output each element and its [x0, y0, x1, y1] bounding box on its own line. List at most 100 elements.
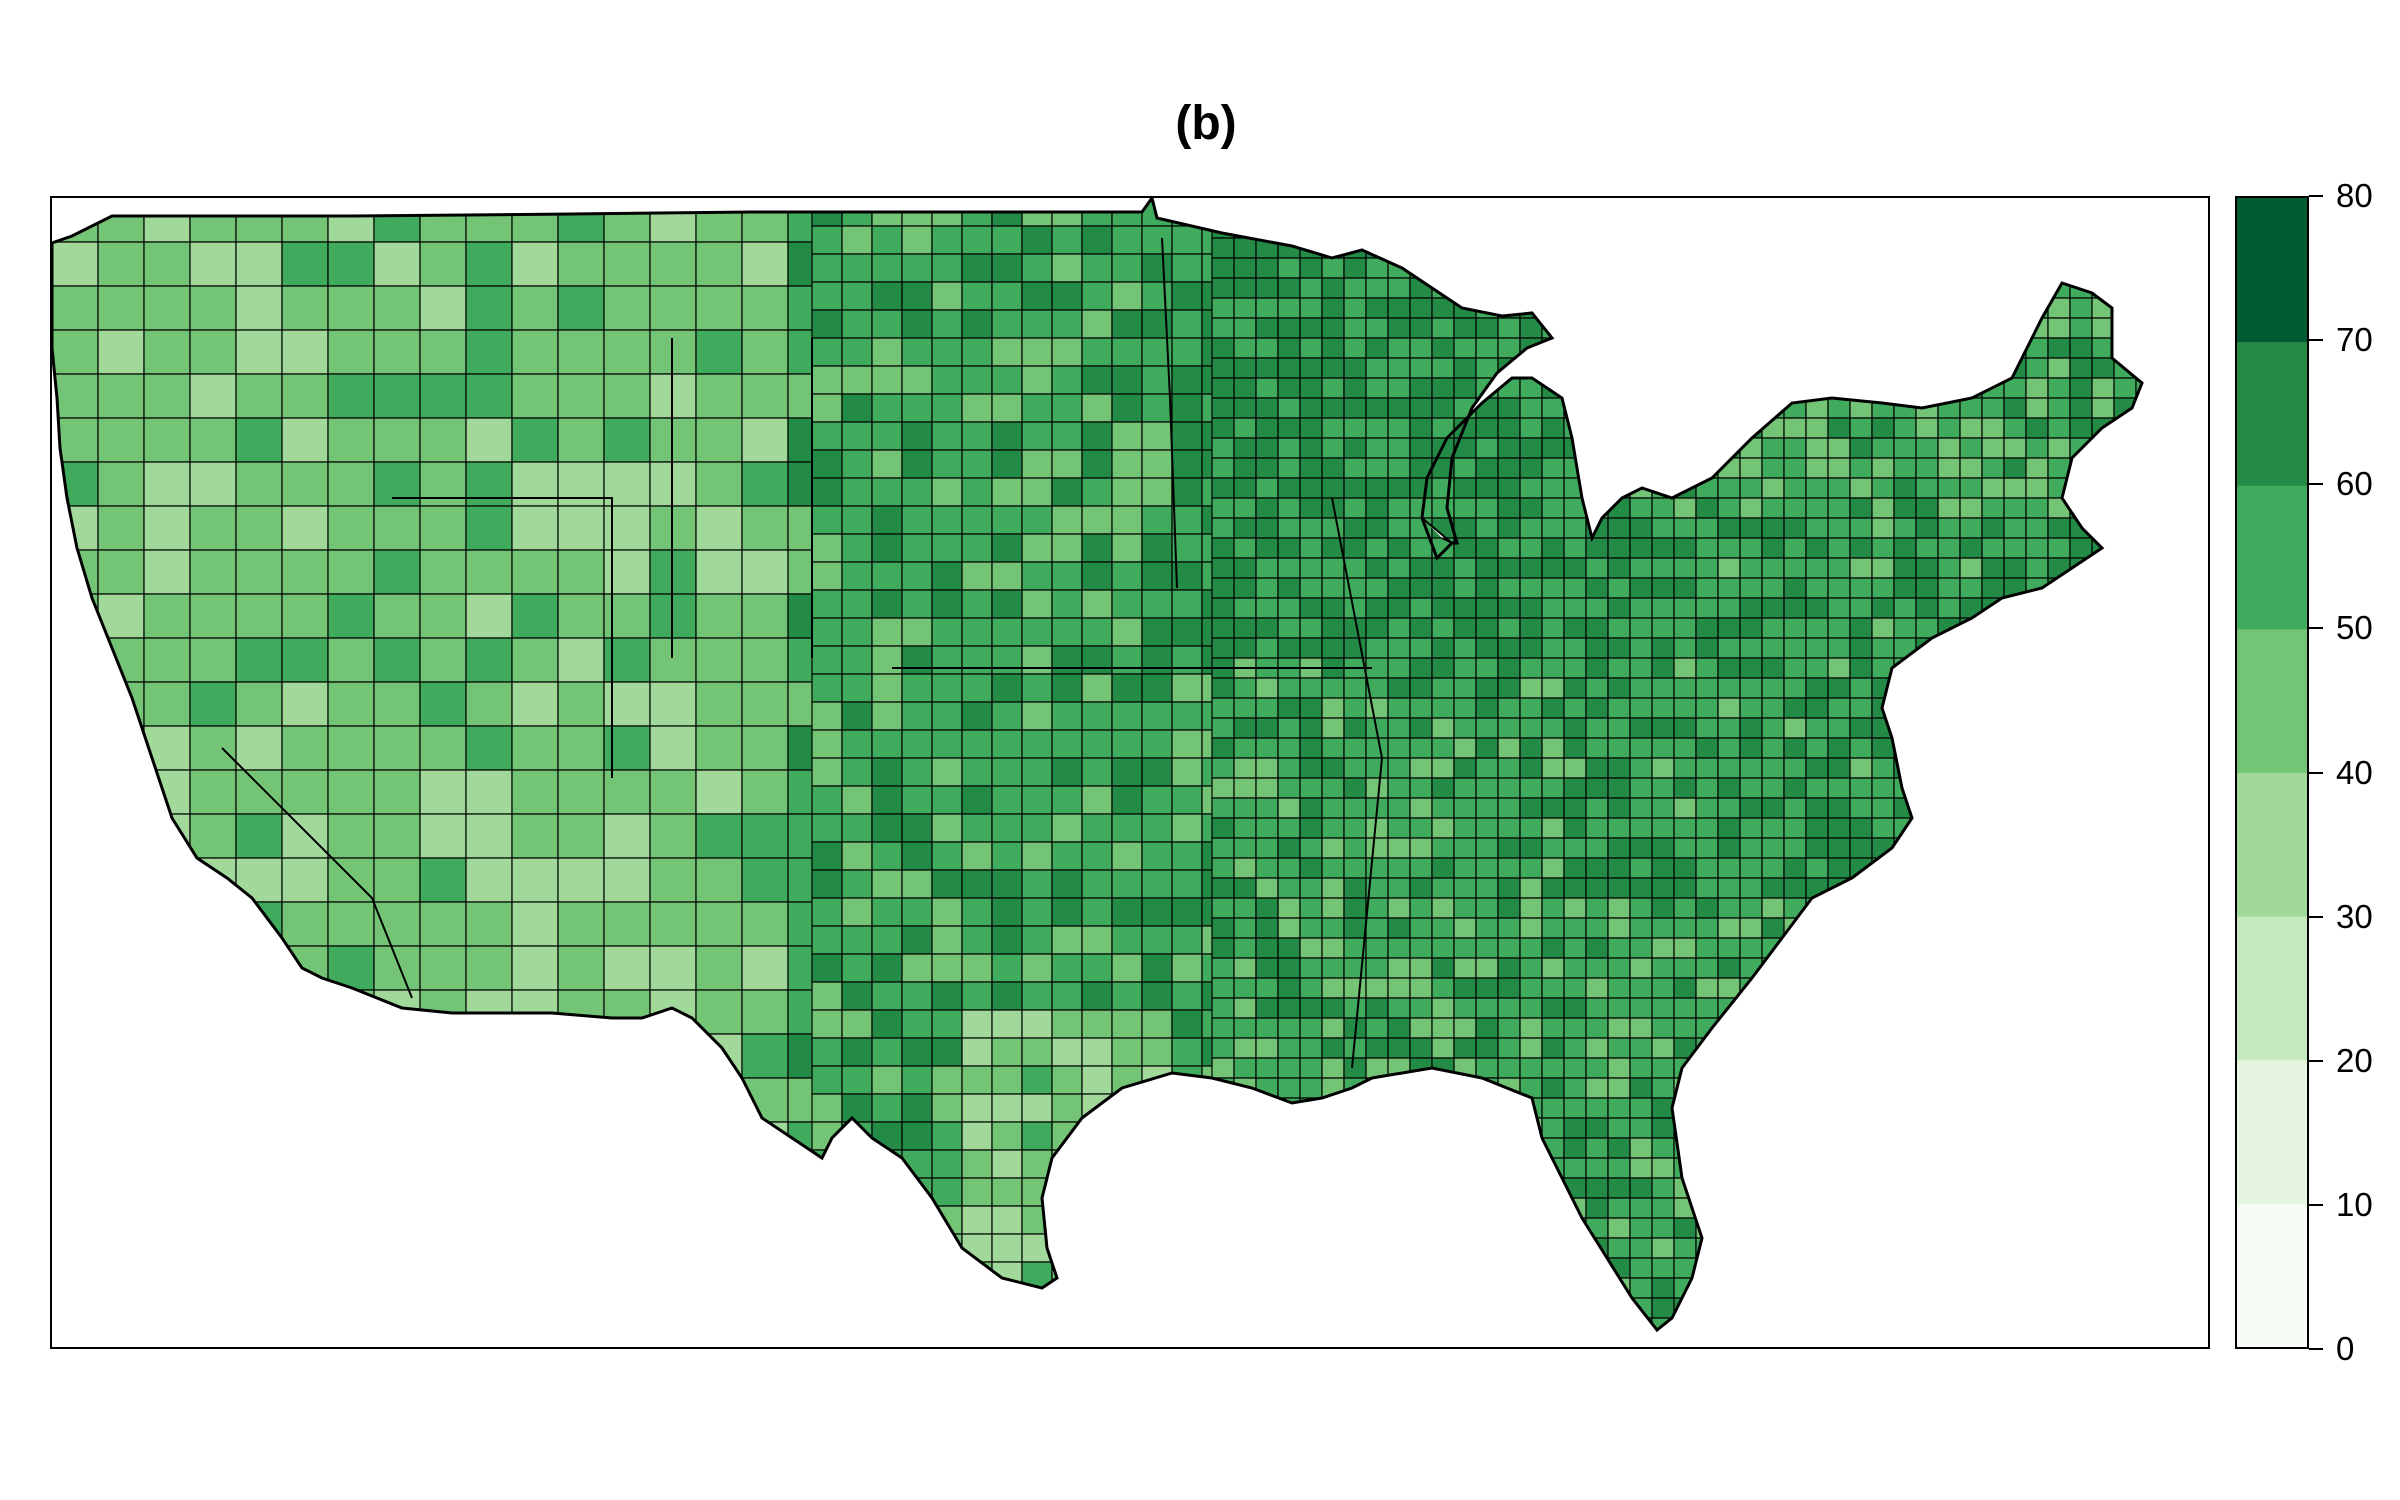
county-region [236, 1034, 282, 1078]
county-region [1256, 218, 1278, 238]
county-region [1172, 786, 1202, 814]
county-region [1916, 598, 1938, 618]
county-region [144, 1210, 190, 1254]
county-region [1652, 778, 1674, 798]
county-region [1630, 978, 1652, 998]
county-region [512, 1034, 558, 1078]
county-region [1234, 1258, 1256, 1278]
county-region [1542, 778, 1564, 798]
county-region [902, 954, 932, 982]
county-region [1960, 538, 1982, 558]
county-region [374, 726, 420, 770]
county-region [962, 506, 992, 534]
county-region [1894, 1118, 1916, 1138]
county-region [1586, 378, 1608, 398]
county-region [1740, 198, 1762, 218]
county-region [1476, 1178, 1498, 1198]
county-region [466, 1078, 512, 1122]
county-region [1586, 438, 1608, 458]
county-region [52, 1342, 98, 1347]
county-region [1410, 1018, 1432, 1038]
county-region [1850, 1258, 1872, 1278]
county-region [1212, 698, 1234, 718]
county-region [2004, 658, 2026, 678]
county-region [962, 478, 992, 506]
county-region [1112, 1262, 1142, 1290]
county-region [1718, 1298, 1740, 1318]
county-region [1112, 310, 1142, 338]
county-region [1432, 1238, 1454, 1258]
county-region [2180, 998, 2202, 1018]
county-region [1872, 578, 1894, 598]
county-region [1344, 878, 1366, 898]
county-region [1520, 898, 1542, 918]
county-region [1806, 958, 1828, 978]
county-region [2180, 1158, 2202, 1178]
county-region [1388, 1238, 1410, 1258]
county-region [1052, 366, 1082, 394]
county-region [1630, 778, 1652, 798]
county-region [1608, 258, 1630, 278]
county-region [1652, 1058, 1674, 1078]
county-region [1542, 638, 1564, 658]
county-region [1564, 1098, 1586, 1118]
county-region [1652, 218, 1674, 238]
county-region [2070, 1038, 2092, 1058]
county-region [1388, 498, 1410, 518]
county-region [1300, 318, 1322, 338]
county-region [1112, 1318, 1142, 1346]
county-region [1718, 1318, 1740, 1338]
county-region [1586, 598, 1608, 618]
county-region [2048, 358, 2070, 378]
county-region [1806, 438, 1828, 458]
county-region [1082, 226, 1112, 254]
county-region [1022, 226, 1052, 254]
county-region [962, 282, 992, 310]
county-region [512, 374, 558, 418]
county-region [1828, 358, 1850, 378]
county-region [2158, 638, 2180, 658]
county-region [282, 1210, 328, 1254]
county-region [1938, 598, 1960, 618]
county-region [1498, 958, 1520, 978]
county-region [1234, 1278, 1256, 1298]
county-region [1212, 1218, 1234, 1238]
county-region [2136, 1138, 2158, 1158]
county-region [1762, 318, 1784, 338]
county-region [1278, 878, 1300, 898]
county-region [2114, 898, 2136, 918]
county-region [1388, 1338, 1410, 1347]
county-region [1322, 798, 1344, 818]
county-region [932, 702, 962, 730]
county-region [1454, 778, 1476, 798]
county-region [1300, 738, 1322, 758]
county-region [2092, 938, 2114, 958]
county-region [1850, 1218, 1872, 1238]
county-region [1322, 458, 1344, 478]
county-region [1696, 258, 1718, 278]
county-region [1608, 1178, 1630, 1198]
county-region [1630, 1338, 1652, 1347]
county-region [1916, 318, 1938, 338]
county-region [1806, 1098, 1828, 1118]
county-region [1762, 1238, 1784, 1258]
county-region [2026, 778, 2048, 798]
county-region [2158, 1338, 2180, 1347]
county-region [1142, 1206, 1172, 1234]
county-region [604, 1210, 650, 1254]
county-region [1300, 1038, 1322, 1058]
county-region [1828, 818, 1850, 838]
county-region [1806, 918, 1828, 938]
county-region [2158, 878, 2180, 898]
county-region [190, 1254, 236, 1298]
county-region [1388, 298, 1410, 318]
county-region [1082, 1346, 1112, 1347]
county-region [604, 550, 650, 594]
county-region [1762, 898, 1784, 918]
county-region [2092, 478, 2114, 498]
county-region [1172, 842, 1202, 870]
county-region [2004, 1058, 2026, 1078]
county-region [650, 1078, 696, 1122]
county-region [1938, 1238, 1960, 1258]
county-region [1498, 1118, 1520, 1138]
